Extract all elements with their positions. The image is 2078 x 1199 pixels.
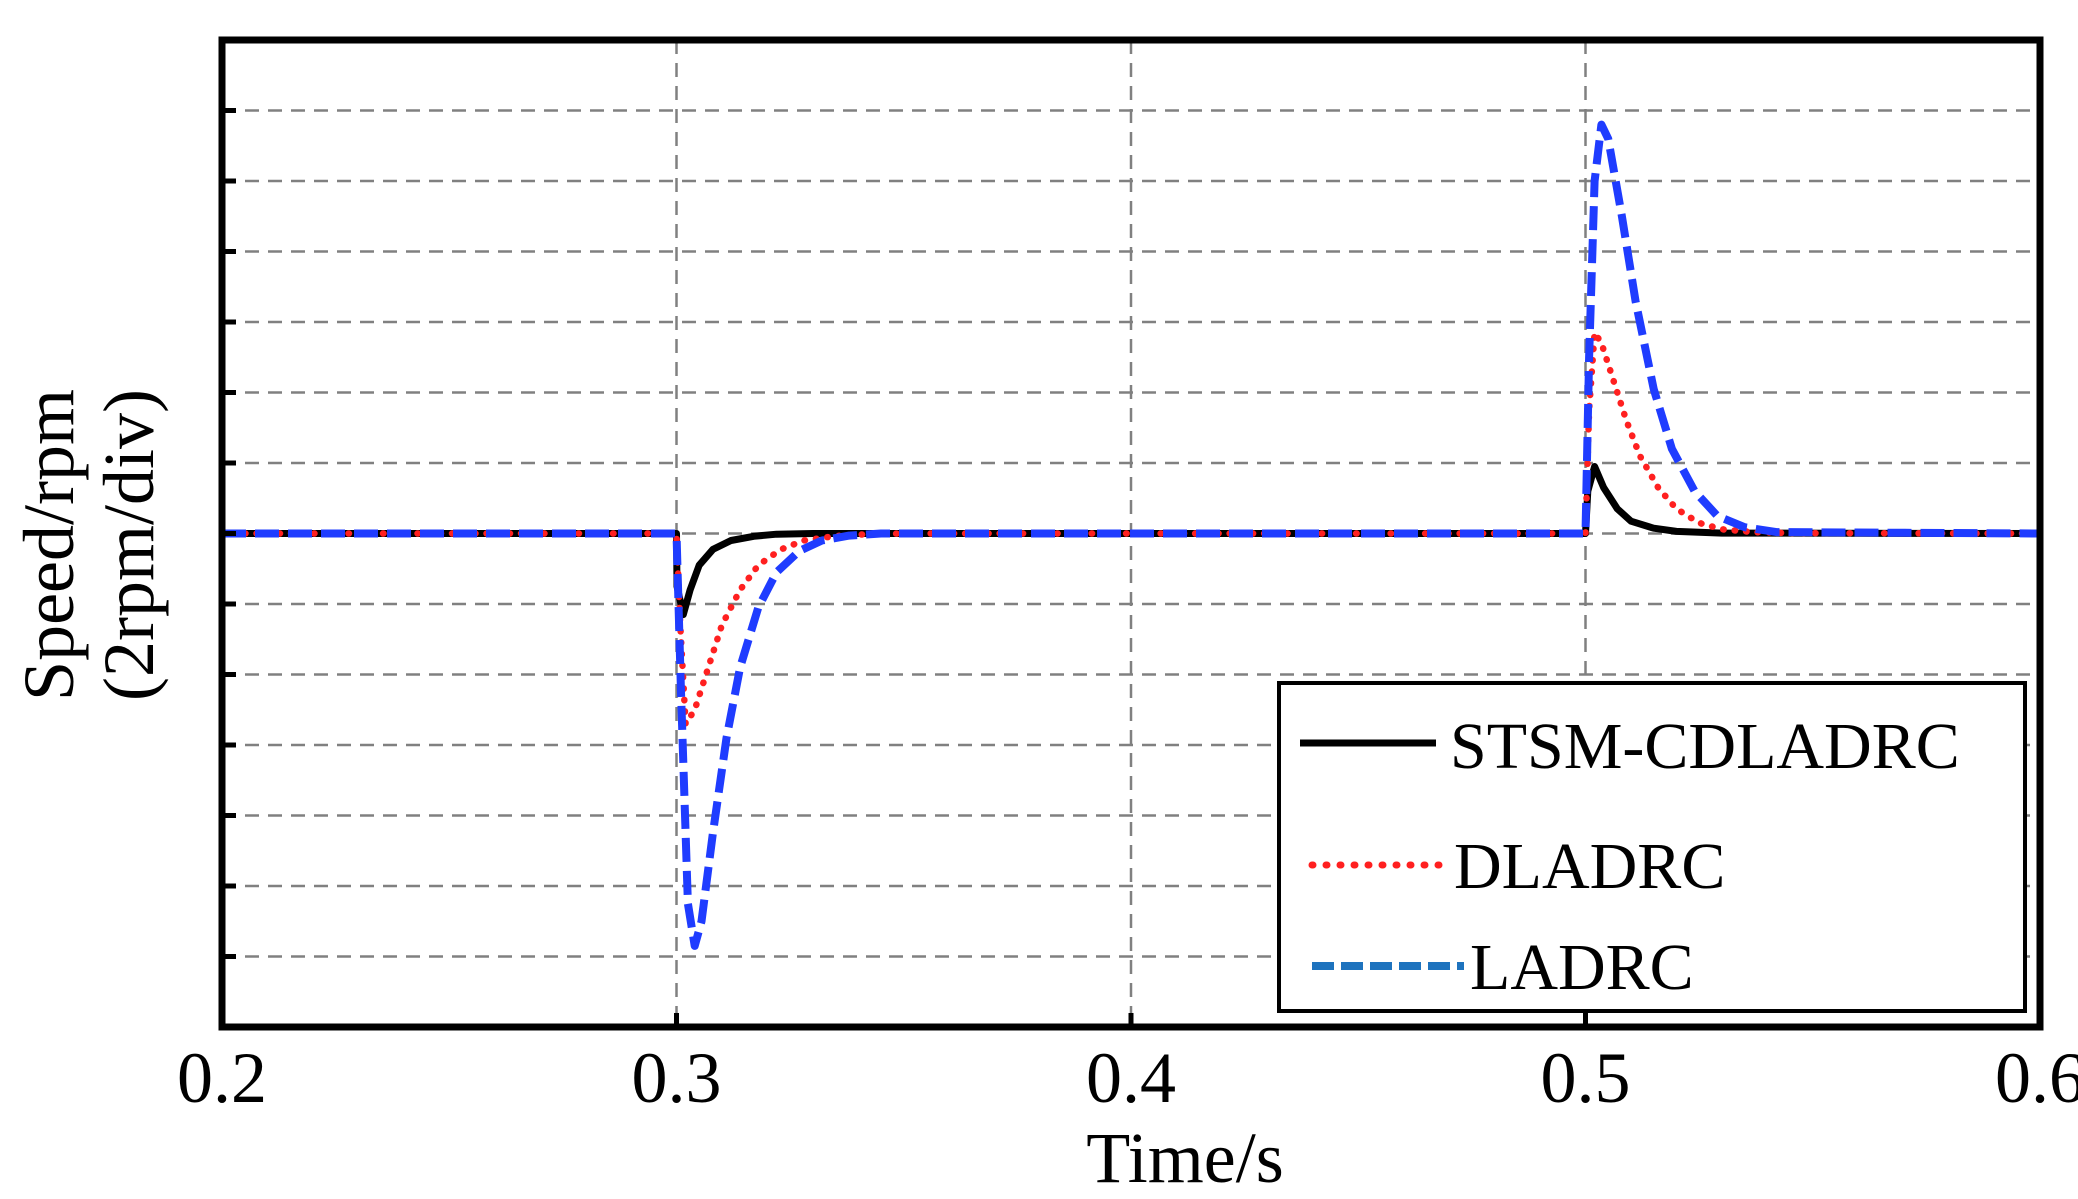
y-axis-label: Speed/rpm (2rpm/div): [9, 389, 169, 701]
x-tick-labels: 0.2 0.3 0.4 0.5 0.6: [177, 1038, 2078, 1118]
legend-label-ladrc: LADRC: [1470, 931, 1694, 1004]
x-tick-label: 0.2: [177, 1038, 267, 1118]
series-lines: [218, 120, 2044, 950]
x-tick-label: 0.6: [1995, 1038, 2078, 1118]
legend: STSM-CDLADRC DLADRC LADRC: [1277, 681, 2027, 1013]
x-axis-label: Time/s: [1086, 1118, 1283, 1198]
axis-ticks: [219, 108, 2043, 1027]
legend-label-dladrc: DLADRC: [1454, 830, 1725, 903]
y-axis-label-line2: (2rpm/div): [89, 389, 169, 701]
series-line-stsm-cdladrc: [222, 463, 2041, 619]
series-line-ladrc: [222, 120, 2041, 950]
legend-label-stsm-cdladrc: STSM-CDLADRC: [1450, 710, 1960, 783]
x-tick-label: 0.4: [1086, 1038, 1176, 1118]
legend-box: [1277, 681, 2027, 1013]
x-tick-label: 0.5: [1541, 1038, 1631, 1118]
y-axis-label-line1: Speed/rpm: [9, 389, 89, 701]
x-tick-label: 0.3: [632, 1038, 722, 1118]
